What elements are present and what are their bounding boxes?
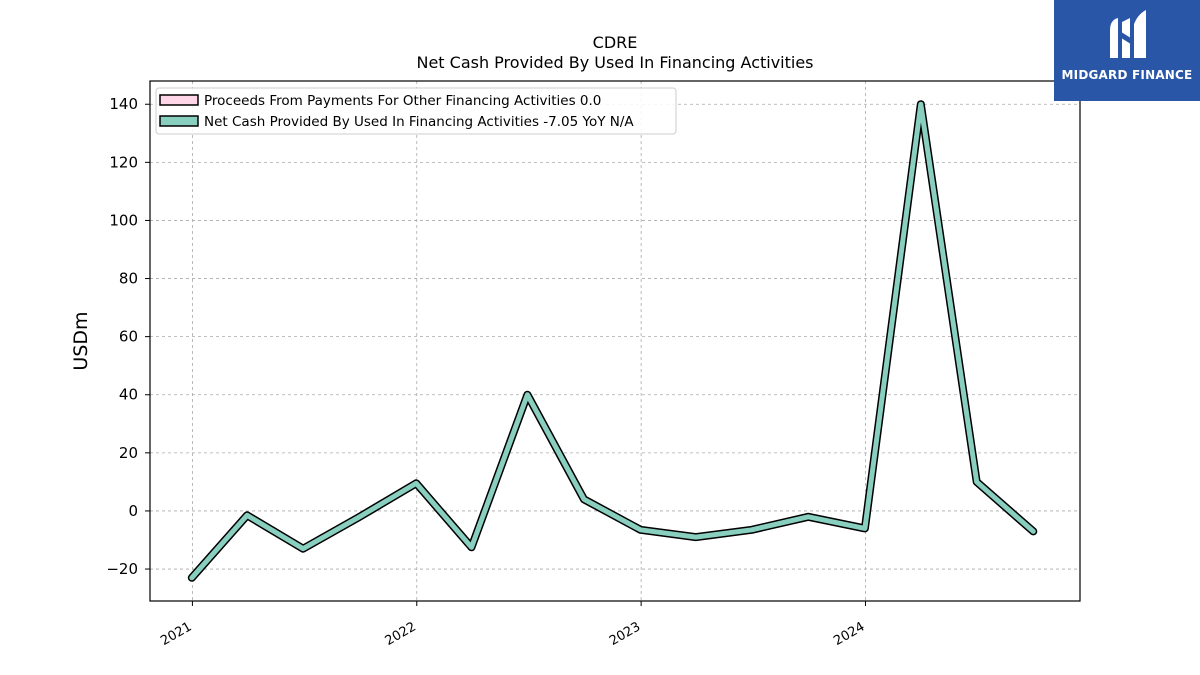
y-tick-label: 60 <box>119 328 138 346</box>
series-layer <box>187 100 1038 582</box>
x-tick-label: 2022 <box>383 619 419 649</box>
y-tick-label: −20 <box>106 560 138 578</box>
data-point <box>863 527 866 530</box>
data-point <box>750 528 753 531</box>
logo: MIDGARD FINANCE <box>1054 0 1200 101</box>
legend: Proceeds From Payments For Other Financi… <box>155 87 677 135</box>
y-tick-label: 0 <box>128 502 138 520</box>
y-tick-label: 100 <box>109 211 138 229</box>
data-point <box>470 546 473 549</box>
chart-subtitle: Net Cash Provided By Used In Financing A… <box>416 53 813 72</box>
legend-swatch-0 <box>159 94 199 106</box>
legend-label-1: Net Cash Provided By Used In Financing A… <box>204 114 634 130</box>
data-point <box>919 103 922 106</box>
plot-frame <box>149 80 1081 602</box>
data-point <box>807 515 810 518</box>
series-line-outline-1 <box>187 100 1038 582</box>
data-point <box>415 482 418 485</box>
y-tick-label: 120 <box>109 153 138 171</box>
y-tick-label: 40 <box>119 386 138 404</box>
y-axis-ticks: −20 0 20 40 60 80 100 120 140 <box>106 95 150 578</box>
data-point <box>975 480 978 483</box>
data-point <box>358 515 361 518</box>
y-axis-label: USDm <box>70 311 92 370</box>
grid <box>150 81 1080 601</box>
chart-title: CDRE <box>593 33 638 52</box>
x-tick-label: 2023 <box>607 619 643 649</box>
x-tick-label: 2024 <box>831 619 867 649</box>
y-tick-label: 80 <box>119 270 138 288</box>
legend-label-0: Proceeds From Payments For Other Financi… <box>204 93 601 109</box>
data-point <box>639 528 642 531</box>
series-line-1 <box>189 101 1036 581</box>
x-tick-label: 2021 <box>158 619 194 649</box>
legend-box <box>155 87 677 135</box>
data-point <box>302 547 305 550</box>
midgard-logo-icon <box>1110 10 1146 58</box>
legend-swatch-1 <box>159 115 199 127</box>
data-point <box>190 576 193 579</box>
x-axis-ticks: 2021 2022 2023 2024 <box>158 601 867 649</box>
data-point <box>694 536 697 539</box>
data-point <box>1032 530 1035 533</box>
y-tick-label: 20 <box>119 444 138 462</box>
logo-text: MIDGARD FINANCE <box>1061 68 1193 82</box>
data-point <box>582 498 585 501</box>
y-tick-label: 140 <box>109 95 138 113</box>
data-point <box>246 514 249 517</box>
data-point <box>526 393 529 396</box>
